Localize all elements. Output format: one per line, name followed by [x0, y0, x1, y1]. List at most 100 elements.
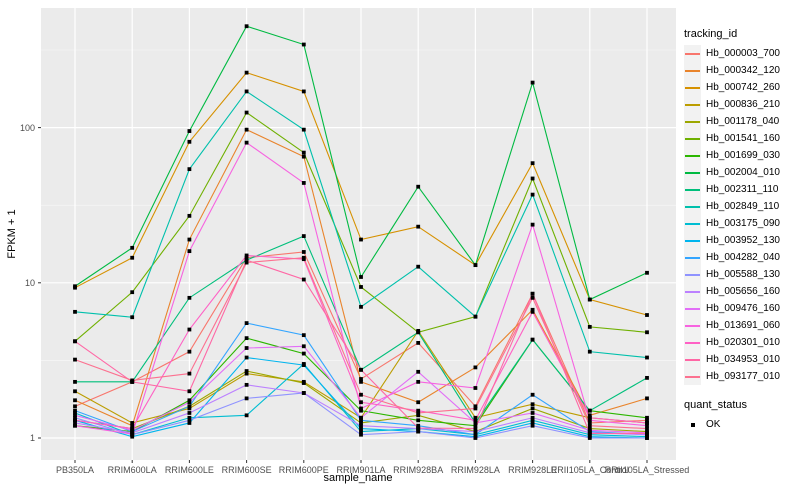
data-point — [244, 253, 249, 258]
data-point — [130, 432, 135, 436]
data-point — [244, 89, 249, 94]
data-point — [130, 426, 135, 431]
data-point — [301, 333, 306, 338]
data-point — [359, 304, 363, 309]
data-point — [301, 154, 306, 159]
legend-key-line-icon — [685, 137, 700, 140]
data-point — [130, 434, 135, 439]
data-point — [359, 392, 363, 397]
data-point — [130, 421, 135, 425]
data-point — [416, 369, 421, 374]
data-point — [130, 245, 135, 250]
data-point — [301, 250, 306, 254]
data-point — [301, 89, 306, 94]
data-point — [587, 423, 592, 428]
x-axis-title: sample_name — [323, 472, 393, 484]
legend-item-label: OK — [706, 419, 721, 430]
legend-item: Hb_005656_160 — [684, 283, 800, 300]
legend-item-label: Hb_005656_160 — [706, 286, 780, 297]
legend-item: Hb_002004_010 — [684, 164, 800, 181]
legend-item: Hb_004282_040 — [684, 249, 800, 266]
y-tick-label: 10 — [24, 277, 35, 288]
data-point — [530, 337, 535, 342]
data-point — [587, 413, 592, 418]
black-square-point-icon — [690, 422, 695, 427]
data-point — [187, 421, 192, 425]
data-point — [645, 330, 649, 335]
data-point — [530, 415, 535, 420]
y-axis-title: FPKM + 1 — [6, 209, 18, 259]
legend-key-swatch — [684, 45, 701, 62]
legend-key-swatch — [684, 351, 701, 368]
data-point — [187, 418, 192, 423]
data-point — [645, 375, 649, 380]
data-point — [473, 432, 478, 437]
data-point — [645, 426, 649, 431]
x-tick-label-RRII105LA_Control: RRII105LA_Control — [550, 465, 629, 475]
legend-item-quant: OK — [684, 416, 800, 433]
legend-key-line-icon — [685, 307, 700, 310]
data-point — [301, 234, 306, 238]
data-point — [244, 127, 249, 132]
data-point — [416, 400, 421, 405]
legend-key-line-icon — [685, 69, 700, 72]
data-point — [73, 404, 77, 409]
data-point — [359, 418, 363, 423]
data-point — [416, 340, 421, 345]
legend-key-swatch — [684, 79, 701, 96]
data-point — [416, 418, 421, 423]
data-point — [530, 161, 535, 166]
data-point — [530, 418, 535, 423]
x-tick-label-PB350LA: PB350LA — [55, 465, 95, 475]
data-point — [187, 167, 192, 172]
data-point — [530, 421, 535, 425]
data-point — [301, 363, 306, 367]
data-point — [359, 377, 363, 381]
legend-item-label: Hb_034953_010 — [706, 354, 780, 365]
data-point — [473, 263, 478, 268]
data-point — [359, 275, 363, 279]
data-point — [301, 351, 306, 356]
legend-item: Hb_005588_130 — [684, 266, 800, 283]
legend-item-label: Hb_000003_700 — [706, 48, 780, 59]
data-point — [359, 367, 363, 372]
data-point — [530, 295, 535, 300]
data-point — [187, 129, 192, 133]
data-point — [244, 140, 249, 145]
data-point — [473, 415, 478, 420]
data-point — [301, 381, 306, 385]
legend-item: Hb_003175_090 — [684, 215, 800, 232]
legend-key-line-icon — [685, 52, 700, 55]
data-point — [530, 222, 535, 227]
data-point — [73, 423, 77, 428]
legend-key-swatch — [684, 215, 701, 232]
data-point — [645, 270, 649, 275]
legend-item: Hb_003952_130 — [684, 232, 800, 249]
legend-item-label: Hb_013691_060 — [706, 320, 780, 331]
data-point — [473, 429, 478, 434]
legend-item: Hb_002311_110 — [684, 181, 800, 198]
data-point — [416, 411, 421, 415]
legend-item-label: Hb_001178_040 — [706, 116, 780, 127]
data-point — [416, 408, 421, 413]
data-point — [416, 379, 421, 384]
data-point — [359, 426, 363, 431]
data-point — [187, 327, 192, 332]
legend-key-line-icon — [685, 120, 700, 123]
y-tick-label: 1 — [29, 433, 35, 443]
legend-key-swatch — [684, 232, 701, 249]
data-point — [359, 379, 363, 384]
data-point — [130, 378, 135, 383]
data-point — [359, 406, 363, 411]
data-point — [244, 70, 249, 75]
legend2-items: OK — [684, 416, 800, 433]
data-point — [530, 176, 535, 181]
data-point — [187, 213, 192, 218]
legend-item-label: Hb_002004_010 — [706, 167, 780, 178]
legend-key-swatch — [684, 198, 701, 215]
legend-items: Hb_000003_700 Hb_000342_120 Hb_000742_260 H… — [684, 45, 800, 385]
legend-key-line-icon — [685, 171, 700, 174]
legend-item-label: Hb_020301_010 — [706, 337, 780, 348]
data-point — [187, 139, 192, 144]
data-point — [301, 391, 306, 395]
